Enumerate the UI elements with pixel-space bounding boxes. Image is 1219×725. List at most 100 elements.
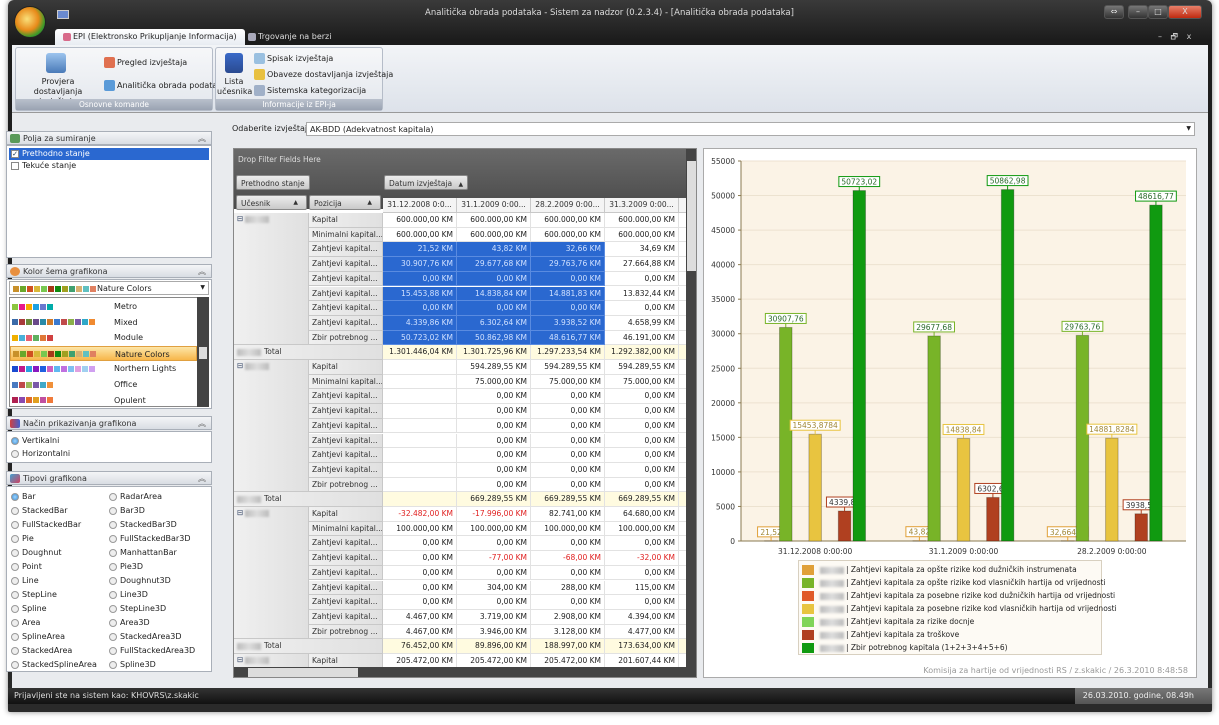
value-cell[interactable]: 4.467,00 KM — [383, 624, 457, 640]
chart-type-stepline[interactable]: StepLine — [9, 589, 57, 601]
sum-field-prethodno[interactable]: ✓ Prethodno stanje — [9, 148, 209, 160]
value-cell[interactable]: 3.938,52 KM — [531, 315, 605, 331]
value-cell[interactable]: 600.000,00 KM — [457, 213, 531, 228]
tab-epi[interactable]: EPI (Elektronsko Prikupljanje Informacij… — [55, 29, 245, 45]
value-cell[interactable]: 594.289,55 KM — [531, 360, 605, 375]
color-scheme-option[interactable]: Northern Lights — [10, 361, 197, 376]
value-cell[interactable]: 100.000,00 KM — [457, 521, 531, 537]
total-cell[interactable]: 173.634,00 KM — [605, 639, 679, 654]
position-cell[interactable]: Zahtjevi kapital... — [309, 433, 383, 449]
value-cell[interactable]: 0,00 KM — [383, 595, 457, 610]
analiticka-obrada-button[interactable]: Analitička obrada podataka — [104, 80, 227, 91]
value-cell[interactable]: 0,00 KM — [457, 536, 531, 552]
color-scheme-option[interactable]: Nature Colors — [10, 345, 197, 361]
column-header[interactable]: 28.2.2009 0:00... — [531, 198, 605, 213]
mdi-restore[interactable]: 🗗 — [1170, 32, 1179, 41]
chart-type-fullstackedarea3d[interactable]: FullStackedArea3D — [107, 645, 195, 657]
value-cell[interactable]: 100.000,00 KM — [605, 521, 679, 537]
drop-filter-area[interactable]: Drop Filter Fields Here — [238, 155, 321, 164]
value-cell[interactable]: 4.339,86 KM — [383, 315, 457, 331]
total-cell[interactable]: 1.301.725,96 KM — [457, 345, 531, 360]
collapse-icon[interactable]: ︽ — [198, 267, 206, 276]
position-cell[interactable]: Zahtjevi kapital... — [309, 389, 383, 405]
value-cell[interactable] — [383, 360, 457, 375]
value-cell[interactable]: 0,00 KM — [383, 536, 457, 552]
value-cell[interactable]: 600.000,00 KM — [531, 227, 605, 243]
value-cell[interactable]: 0,00 KM — [605, 433, 679, 449]
color-scheme-header[interactable]: Kolor šema grafikona ︽ — [6, 264, 212, 278]
column-header[interactable]: 31.1.2009 0:00... — [457, 198, 531, 213]
value-cell[interactable]: 3.128,00 KM — [531, 624, 605, 640]
position-cell[interactable]: Zahtjevi kapital... — [309, 551, 383, 566]
column-field-datum[interactable]: Datum izvještaja ▲ — [384, 175, 468, 190]
column-header[interactable]: 31.3.2009 0:00... — [605, 198, 679, 213]
value-cell[interactable]: 14.838,84 KM — [457, 286, 531, 302]
position-cell[interactable]: Zahtjevi kapital... — [309, 418, 383, 434]
bar[interactable] — [1075, 334, 1090, 542]
value-cell[interactable]: 0,00 KM — [383, 271, 457, 287]
value-cell[interactable]: 14.881,83 KM — [531, 286, 605, 302]
participant-cell[interactable]: ⊟ — [234, 507, 309, 640]
value-cell[interactable]: -17.996,00 KM — [457, 507, 531, 522]
radio[interactable] — [109, 618, 117, 627]
value-cell[interactable]: 30.907,76 KM — [383, 257, 457, 272]
value-cell[interactable]: 50.862,98 KM — [457, 330, 531, 346]
value-cell[interactable] — [383, 404, 457, 419]
radio[interactable] — [109, 576, 117, 585]
collapse-icon[interactable]: ⊟ — [237, 655, 244, 664]
position-cell[interactable]: Zbir potrebnog ... — [309, 624, 383, 640]
total-cell[interactable]: 89.896,00 KM — [457, 639, 531, 654]
value-cell[interactable]: 43,82 KM — [457, 242, 531, 258]
value-cell[interactable]: 75.000,00 KM — [457, 374, 531, 390]
total-cell[interactable]: 76.452,00 KM — [383, 639, 457, 654]
position-cell[interactable]: Minimalni kapital... — [309, 521, 383, 537]
value-cell[interactable] — [383, 448, 457, 463]
position-cell[interactable]: Zbir potrebnog ... — [309, 330, 383, 346]
chart-type-manhattanbar[interactable]: ManhattanBar — [107, 547, 177, 559]
position-cell[interactable]: Zahtjevi kapital... — [309, 580, 383, 596]
total-cell[interactable]: 669.289,55 KM — [531, 492, 605, 507]
value-cell[interactable]: 0,00 KM — [605, 462, 679, 478]
app-orb-button[interactable] — [14, 6, 46, 38]
bar[interactable] — [1134, 513, 1148, 542]
collapse-icon[interactable]: ⊟ — [237, 361, 244, 370]
value-cell[interactable]: 0,00 KM — [531, 595, 605, 610]
value-cell[interactable]: -32,00 KM — [605, 551, 679, 566]
data-field-prethodno[interactable]: Prethodno stanje — [236, 175, 310, 190]
value-cell[interactable]: 304,00 KM — [457, 580, 531, 596]
color-scheme-option[interactable]: Office — [10, 377, 197, 392]
value-cell[interactable]: 0,00 KM — [605, 565, 679, 581]
value-cell[interactable]: 64.680,00 KM — [605, 507, 679, 522]
radio[interactable] — [11, 618, 19, 627]
value-cell[interactable]: 75.000,00 KM — [605, 374, 679, 390]
display-mode-header[interactable]: Način prikazivanja grafikona ︽ — [6, 416, 212, 430]
value-cell[interactable]: 0,00 KM — [457, 389, 531, 405]
position-cell[interactable]: Zahtjevi kapital... — [309, 404, 383, 419]
value-cell[interactable]: 0,00 KM — [605, 595, 679, 610]
position-cell[interactable]: Zahtjevi kapital... — [309, 462, 383, 478]
color-scheme-option[interactable]: Module — [10, 330, 197, 345]
value-cell[interactable] — [383, 433, 457, 449]
chart-type-doughnut3d[interactable]: Doughnut3D — [107, 575, 171, 587]
column-header[interactable]: 31.12.2008 0:0... — [383, 198, 457, 213]
position-cell[interactable]: Kapital — [309, 360, 383, 375]
chart-types-header[interactable]: Tipovi grafikona ︽ — [6, 471, 212, 485]
value-cell[interactable]: 2.908,00 KM — [531, 609, 605, 625]
value-cell[interactable]: 594.289,55 KM — [605, 360, 679, 375]
participant-cell[interactable]: ⊟ — [234, 360, 309, 493]
chart-type-stackedbar[interactable]: StackedBar — [9, 505, 68, 517]
value-cell[interactable]: 0,00 KM — [531, 301, 605, 316]
checkbox[interactable] — [11, 161, 19, 170]
collapse-icon[interactable]: ︽ — [198, 474, 206, 483]
value-cell[interactable]: 600.000,00 KM — [605, 213, 679, 228]
bar[interactable] — [1105, 437, 1119, 542]
position-cell[interactable]: Minimalni kapital... — [309, 374, 383, 390]
position-cell[interactable]: Zahtjevi kapital... — [309, 315, 383, 331]
radio[interactable] — [11, 590, 19, 599]
value-cell[interactable]: 0,00 KM — [531, 433, 605, 449]
mdi-minimize[interactable]: – — [1158, 32, 1162, 41]
total-cell[interactable] — [383, 492, 457, 507]
total-cell[interactable]: 669.289,55 KM — [605, 492, 679, 507]
value-cell[interactable]: 3.719,00 KM — [457, 609, 531, 625]
radio-selected[interactable] — [11, 436, 19, 445]
